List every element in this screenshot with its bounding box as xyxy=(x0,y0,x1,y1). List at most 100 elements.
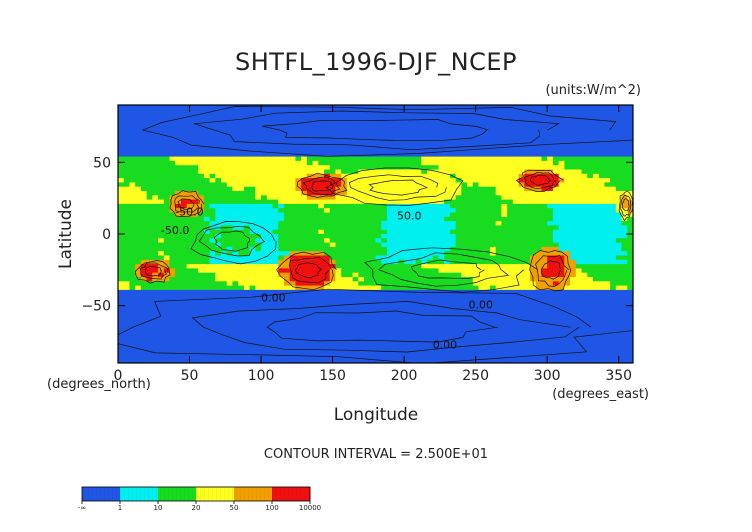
heatmap-cell xyxy=(421,307,428,312)
heatmap-cell xyxy=(392,242,399,248)
heatmap-cell xyxy=(558,117,565,123)
heatmap-cell xyxy=(404,216,411,222)
heatmap-cell xyxy=(283,234,291,239)
heatmap-cell xyxy=(575,122,582,127)
heatmap-cell xyxy=(438,328,445,334)
heatmap-cell xyxy=(123,320,130,325)
heatmap-cell xyxy=(404,234,411,239)
heatmap-cell xyxy=(392,122,399,127)
heatmap-cell xyxy=(432,156,439,162)
heatmap-cell xyxy=(129,238,136,243)
heatmap-cell xyxy=(232,332,239,338)
heatmap-cell xyxy=(530,289,537,295)
heatmap-cell xyxy=(209,246,216,252)
heatmap-cell xyxy=(398,285,405,291)
heatmap-cell xyxy=(118,246,125,252)
heatmap-cell xyxy=(329,216,336,222)
heatmap-cell xyxy=(266,320,273,325)
heatmap-cell xyxy=(604,152,611,157)
heatmap-cell xyxy=(146,178,153,183)
heatmap-cell xyxy=(621,195,628,200)
heatmap-cell xyxy=(318,212,325,218)
heatmap-cell xyxy=(438,208,445,213)
heatmap-cell xyxy=(409,126,416,132)
heatmap-cell xyxy=(329,332,336,338)
heatmap-cell xyxy=(627,234,633,239)
heatmap-cell xyxy=(238,178,245,183)
heatmap-cell xyxy=(564,139,571,145)
heatmap-cell xyxy=(283,160,291,166)
heatmap-cell xyxy=(152,251,159,256)
heatmap-cell xyxy=(444,165,451,170)
heatmap-cell xyxy=(392,109,399,114)
heatmap-cell xyxy=(163,160,170,166)
heatmap-cell xyxy=(118,272,125,278)
heatmap-cell xyxy=(449,216,457,222)
heatmap-cell xyxy=(346,251,354,256)
heatmap-cell xyxy=(215,216,222,222)
heatmap-cell xyxy=(261,105,268,110)
heatmap-cell xyxy=(146,341,153,347)
heatmap-cell xyxy=(266,225,273,231)
heatmap-cell xyxy=(175,152,182,157)
heatmap-cell xyxy=(289,130,296,136)
heatmap-cell xyxy=(512,113,519,119)
heatmap-cell xyxy=(484,122,491,127)
heatmap-cell xyxy=(186,272,193,278)
heatmap-cell xyxy=(283,341,291,347)
heatmap-cell xyxy=(524,324,531,329)
heatmap-cell xyxy=(312,143,319,149)
heatmap-cell xyxy=(547,216,554,222)
heatmap-cell xyxy=(524,289,531,295)
heatmap-cell xyxy=(283,117,291,123)
heatmap-cell xyxy=(301,143,308,149)
heatmap-cell xyxy=(575,337,582,342)
heatmap-cell xyxy=(169,143,176,149)
heatmap-cell xyxy=(198,234,205,239)
heatmap-cell xyxy=(627,251,633,256)
heatmap-cell xyxy=(381,165,388,170)
heatmap-cell xyxy=(592,246,600,252)
heatmap-cell xyxy=(312,126,319,132)
heatmap-cell xyxy=(232,315,239,321)
heatmap-cell xyxy=(495,289,502,295)
heatmap-cell xyxy=(243,285,251,291)
heatmap-cell xyxy=(175,113,182,119)
heatmap-cell xyxy=(238,238,245,243)
heatmap-cell xyxy=(163,229,170,235)
heatmap-cell xyxy=(312,277,319,282)
heatmap-cell xyxy=(232,229,239,235)
heatmap-cell xyxy=(552,277,560,282)
heatmap-cell xyxy=(175,225,182,231)
heatmap-cell xyxy=(324,234,331,239)
heatmap-cell xyxy=(386,191,394,196)
heatmap-cell xyxy=(169,272,176,278)
heatmap-cell xyxy=(444,234,451,239)
heatmap-cell xyxy=(301,195,308,200)
heatmap-cell xyxy=(278,302,285,308)
heatmap-cell xyxy=(289,324,296,329)
heatmap-cell xyxy=(444,221,451,226)
heatmap-cell xyxy=(163,105,170,110)
heatmap-cell xyxy=(621,225,628,231)
heatmap-cell xyxy=(375,259,382,265)
heatmap-cell xyxy=(512,169,519,175)
heatmap-cell xyxy=(221,165,228,170)
heatmap-cell xyxy=(198,186,205,192)
heatmap-cell xyxy=(175,135,182,140)
heatmap-cell xyxy=(209,195,216,200)
heatmap-cell xyxy=(318,113,325,119)
heatmap-cell xyxy=(283,113,291,119)
heatmap-cell xyxy=(386,251,394,256)
heatmap-cell xyxy=(444,255,451,261)
heatmap-cell xyxy=(392,191,399,196)
heatmap-cell xyxy=(621,135,628,140)
heatmap-cell xyxy=(427,216,434,222)
heatmap-cell xyxy=(358,264,365,269)
heatmap-cell xyxy=(604,199,611,205)
heatmap-cell xyxy=(552,173,560,179)
heatmap-cell xyxy=(449,255,457,261)
heatmap-cell xyxy=(335,191,342,196)
heatmap-cell xyxy=(369,294,376,299)
heatmap-cell xyxy=(467,324,474,329)
